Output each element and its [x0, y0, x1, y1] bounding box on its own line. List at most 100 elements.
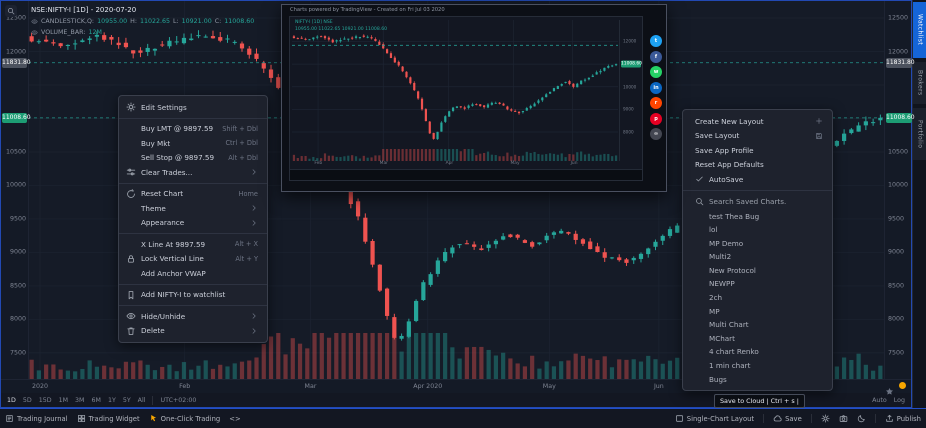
menu-item-lock-vertical-line[interactable]: Lock Vertical Line Alt + Y	[119, 252, 267, 267]
chevron-right-icon	[250, 327, 258, 335]
saved-chart-test-thea-bug[interactable]: test Thea Bug	[709, 211, 760, 221]
menu-item-add-anchor-vwap[interactable]: Add Anchor VWAP	[119, 266, 267, 281]
trading-widget[interactable]: Trading Widget	[77, 414, 140, 423]
tf-15d[interactable]: 15D	[38, 396, 52, 404]
trading-journal[interactable]: Trading Journal	[5, 414, 68, 423]
share-pinterest-button[interactable]: p	[650, 112, 662, 125]
saved-chart-new-protocol[interactable]: New Protocol	[709, 265, 756, 275]
side-tab-brokers[interactable]: Brokers	[913, 62, 926, 104]
menu-item-clear-trades[interactable]: Clear Trades...	[119, 165, 267, 180]
chart-snapshot-popup[interactable]: Charts powered by TradingView - Created …	[281, 4, 667, 192]
scale-mode-log[interactable]: Log	[893, 396, 905, 404]
menu-item-add-nifty-i-to-watchlist[interactable]: Add NIFTY-I to watchlist	[119, 288, 267, 303]
saved-chart-mchart[interactable]: MChart	[709, 333, 735, 343]
check-icon	[695, 174, 704, 184]
menu-item-save-layout[interactable]: Save Layout	[683, 129, 832, 144]
saved-chart-4-chart-renko[interactable]: 4 chart Renko	[709, 347, 759, 357]
menu-item-delete[interactable]: Delete	[119, 324, 267, 339]
layout-menu: Create New Layout Save Layout Save App Pro…	[682, 109, 833, 392]
right-price-scale[interactable]: 12500 12000 10500 10000 9500 9000 8500 8000 7500…	[884, 1, 915, 379]
widget-icon	[77, 414, 86, 423]
timezone[interactable]: UTC+02:00	[160, 396, 197, 404]
price-tick: 10500	[5, 148, 26, 156]
saved-chart-multi-chart[interactable]: Multi Chart	[709, 320, 749, 330]
time-label-may: May	[542, 383, 556, 390]
gear-icon	[126, 102, 136, 112]
saved-chart-lol[interactable]: lol	[709, 225, 718, 235]
time-axis[interactable]: 2020 Feb Mar Apr 2020 May Jun	[1, 379, 911, 394]
menu-item-edit-settings[interactable]: Edit Settings	[119, 100, 267, 115]
left-price-scale[interactable]: 12500 12000 10500 10000 9500 9000 8500 8000 7500…	[1, 1, 31, 379]
menu-item-x-line-at-9897-59[interactable]: X Line At 9897.59 Alt + X	[119, 237, 267, 252]
menu-divider	[683, 189, 832, 191]
saved-chart-bugs[interactable]: Bugs	[709, 374, 727, 384]
saved-chart-2ch[interactable]: 2ch	[709, 293, 723, 303]
settings-button[interactable]	[821, 414, 830, 423]
side-tab-watchlist[interactable]: Watchlist	[913, 2, 926, 58]
time-label-apr: Apr	[445, 161, 454, 166]
saved-chart-1-min-chart[interactable]: 1 min chart	[709, 361, 751, 371]
saved-chart-newpp[interactable]: NEWPP	[709, 279, 735, 289]
price-tick: 8000	[9, 315, 26, 323]
menu-item-buy-mkt[interactable]: Buy Mkt Ctrl + Dbl	[119, 136, 267, 151]
menu-item-sell-stop-9897-59[interactable]: Sell Stop @ 9897.59 Alt + Dbl	[119, 151, 267, 166]
menu-item-reset-app-defaults[interactable]: Reset App Defaults	[695, 160, 764, 170]
share-twitter-button[interactable]: t	[650, 35, 662, 47]
search-saved-charts-input[interactable]: Search Saved Charts.	[683, 194, 832, 210]
shortcut-label: Shift + Dbl	[222, 124, 258, 133]
code-toggle[interactable]: <>	[229, 414, 241, 423]
screenshot-button[interactable]	[839, 414, 848, 423]
price-tick: 12500	[5, 14, 26, 22]
snapshot-legend: NIFTY-I [1D] NSE 10955.00 11022.65 10921…	[295, 20, 387, 34]
tf-1m[interactable]: 1M	[58, 396, 69, 404]
menu-item-hide-unhide[interactable]: Hide/Unhide	[119, 309, 267, 324]
icon-slot	[126, 138, 136, 148]
symbol-search-icon[interactable]	[5, 5, 17, 17]
saved-chart-multi2[interactable]: Multi2	[709, 252, 732, 262]
icon-slot	[126, 124, 136, 134]
symbol-title[interactable]: NSE:NIFTY-I [1D] - 2020-07-20	[31, 6, 137, 14]
save-button[interactable]: Save	[773, 414, 802, 423]
price-tick: 8000	[888, 315, 905, 323]
single-chart-layout[interactable]: Single-Chart Layout	[675, 414, 754, 423]
one-click-trading[interactable]: One-Click Trading	[149, 414, 220, 423]
publish-button[interactable]: Publish	[885, 414, 921, 423]
favorite-star-icon[interactable]	[885, 381, 894, 395]
share-reddit-button[interactable]: r	[650, 97, 662, 109]
series-visibility-icon[interactable]	[31, 18, 38, 25]
menu-item-create-new-layout[interactable]: Create New Layout	[683, 114, 832, 129]
share-whatsapp-button[interactable]: w	[650, 66, 662, 78]
side-tab-portfolio[interactable]: Portfolio	[913, 108, 926, 160]
save-tooltip: Save to Cloud | Ctrl + s |	[714, 394, 805, 408]
menu-item-reset-chart[interactable]: Reset Chart Home	[119, 187, 267, 202]
price-tick: 8000	[623, 129, 634, 135]
tf-6m[interactable]: 6M	[91, 396, 101, 404]
tf-1y[interactable]: 1Y	[107, 396, 116, 404]
theme-toggle[interactable]	[857, 414, 866, 423]
menu-item-appearance[interactable]: Appearance	[119, 216, 267, 231]
volume-visibility-icon[interactable]	[31, 29, 38, 36]
alert-dot-button[interactable]	[899, 382, 906, 389]
tf-5d[interactable]: 5D	[22, 396, 32, 404]
share-copy-link-button[interactable]: ∞	[650, 128, 662, 140]
menu-item-theme[interactable]: Theme	[119, 201, 267, 216]
price-tick: 12500	[888, 14, 909, 22]
divider	[810, 414, 812, 423]
saved-chart-mp-demo[interactable]: MP Demo	[709, 238, 744, 248]
time-label-feb: Feb	[314, 161, 323, 166]
tf-3m[interactable]: 3M	[75, 396, 85, 404]
menu-item-save-app-profile[interactable]: Save App Profile	[695, 145, 754, 155]
saved-chart-mp[interactable]: MP	[709, 306, 720, 316]
scale-mode-auto[interactable]: Auto	[872, 396, 887, 404]
shortcut-label: Alt + Y	[235, 254, 258, 263]
tf-1d[interactable]: 1D	[7, 396, 16, 404]
price-tick: 12000	[5, 48, 26, 55]
tf-all[interactable]: All	[137, 396, 146, 404]
menu-item-autosave[interactable]: AutoSave	[683, 172, 832, 187]
price-tick: 8500	[9, 282, 26, 290]
menu-item-buy-lmt-9897-59[interactable]: Buy LMT @ 9897.59 Shift + Dbl	[119, 122, 267, 137]
share-linkedin-button[interactable]: in	[650, 81, 662, 94]
tf-5y[interactable]: 5Y	[122, 396, 131, 404]
share-facebook-button[interactable]: f	[650, 50, 662, 63]
volume-value: 12M	[88, 29, 102, 36]
